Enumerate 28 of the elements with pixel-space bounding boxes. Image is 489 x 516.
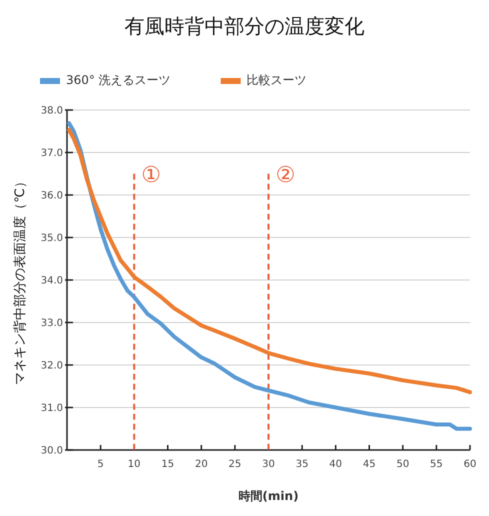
x-tick-label: 60 <box>464 459 476 470</box>
x-tick-label: 50 <box>396 459 410 470</box>
x-tick-label: 5 <box>97 459 104 470</box>
x-tick-label: 40 <box>329 459 342 470</box>
y-tick-label: 32.0 <box>40 360 63 372</box>
x-tick-label: 30 <box>262 459 275 470</box>
y-tick-label: 37.0 <box>40 148 63 159</box>
chart-title: 有風時背中部分の温度変化 <box>124 14 364 38</box>
y-tick-label: 38.0 <box>40 106 63 116</box>
x-axis-title: 時間(min) <box>238 489 299 503</box>
x-tick-label: 25 <box>228 459 242 470</box>
x-tick-label: 10 <box>128 459 141 470</box>
legend-label: 360° 洗えるスーツ <box>66 73 171 87</box>
x-tick-label: 45 <box>362 459 376 470</box>
y-tick-label: 30.0 <box>40 446 63 456</box>
x-tick-label: 55 <box>430 459 443 470</box>
ref-line-label: ① <box>141 162 162 188</box>
x-tick-label: 20 <box>194 459 208 470</box>
y-tick-label: 35.0 <box>40 233 63 244</box>
ref-line-label: ② <box>276 162 296 188</box>
x-tick-label: 15 <box>161 459 174 470</box>
y-tick-label: 36.0 <box>40 190 63 202</box>
y-axis-title: マネキン背中部分の表面温度（℃） <box>12 175 28 385</box>
legend-label: 比較スーツ <box>246 73 307 87</box>
y-tick-label: 31.0 <box>40 403 63 414</box>
y-tick-label: 33.0 <box>40 318 63 329</box>
x-tick-label: 35 <box>296 459 308 470</box>
y-tick-label: 34.0 <box>40 276 63 286</box>
